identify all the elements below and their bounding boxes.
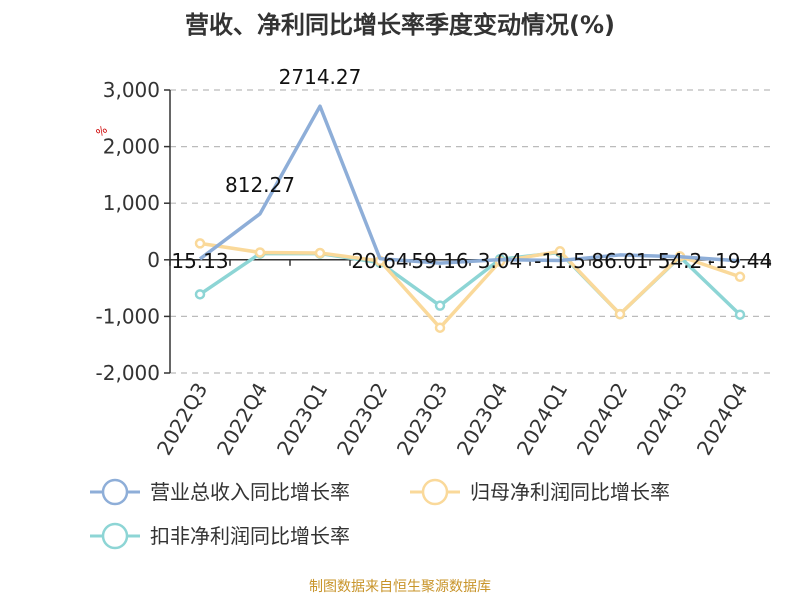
data-label: 812.27: [225, 173, 295, 197]
data-label: 15.13: [171, 249, 228, 273]
legend-item-2[interactable]: 扣非净利润同比增长率: [90, 522, 350, 550]
x-tick-label: 2024Q3: [632, 379, 692, 460]
data-point: [554, 246, 566, 257]
y-tick-label: 0: [147, 248, 160, 272]
data-point: [194, 289, 206, 300]
data-point: [194, 238, 206, 249]
legend-marker: [101, 522, 129, 550]
legend-marker: [421, 478, 449, 506]
data-point: [614, 308, 626, 320]
data-point: [434, 322, 446, 333]
x-tick-label: 2024Q2: [572, 379, 632, 460]
data-labels: 15.13 812.27 2714.27 20.64 59.16 3.04 -11.5 86.…: [171, 65, 772, 273]
legend-marker: [101, 478, 129, 506]
x-tick-label: 2024Q4: [692, 379, 752, 460]
x-tick-label: 2023Q1: [272, 379, 332, 460]
series-line-1: [199, 241, 741, 330]
x-tick-label: 2022Q3: [152, 379, 212, 460]
legend-label: 归母净利润同比增长率: [470, 480, 670, 504]
data-point: [314, 247, 326, 259]
grid: [170, 89, 770, 374]
data-point: [734, 309, 746, 320]
x-tick-label: 2023Q2: [332, 379, 392, 460]
data-label: 2714.27: [279, 65, 362, 89]
x-tick-label: 2022Q4: [212, 379, 272, 460]
data-label: 3.04: [478, 249, 523, 273]
data-label: -19.44: [708, 249, 772, 273]
chart-title: 营收、净利同比增长率季度变动情况(%): [185, 11, 615, 39]
y-tick-label: -1,000: [96, 304, 160, 328]
series-line-0: [198, 104, 741, 265]
data-label: 20.64: [351, 249, 408, 273]
legend-item-1[interactable]: 归母净利润同比增长率: [410, 478, 670, 506]
data-point: [254, 247, 266, 258]
data-point: [734, 271, 746, 283]
legend-item-0[interactable]: 营业总收入同比增长率: [90, 478, 350, 506]
data-label: -11.5: [534, 249, 586, 273]
data-label: 54.2: [658, 249, 703, 273]
data-label: 59.16: [411, 249, 468, 273]
x-tick-label: 2023Q3: [392, 379, 452, 460]
y-tick-label: 3,000: [103, 78, 160, 102]
legend-label: 营业总收入同比增长率: [150, 480, 350, 504]
source-note: 制图数据来自恒生聚源数据库: [309, 579, 491, 595]
x-tick-label: 2023Q4: [452, 379, 512, 460]
series-lines: [194, 104, 746, 333]
x-tick-label: 2024Q1: [512, 379, 572, 460]
legend-label: 扣非净利润同比增长率: [150, 524, 350, 548]
y-tick-label: -2,000: [96, 361, 160, 385]
data-label: 86.01: [591, 249, 648, 273]
y-tick-label: 2,000: [103, 135, 160, 159]
y-tick-label: 1,000: [103, 191, 160, 215]
data-point: [434, 300, 446, 311]
